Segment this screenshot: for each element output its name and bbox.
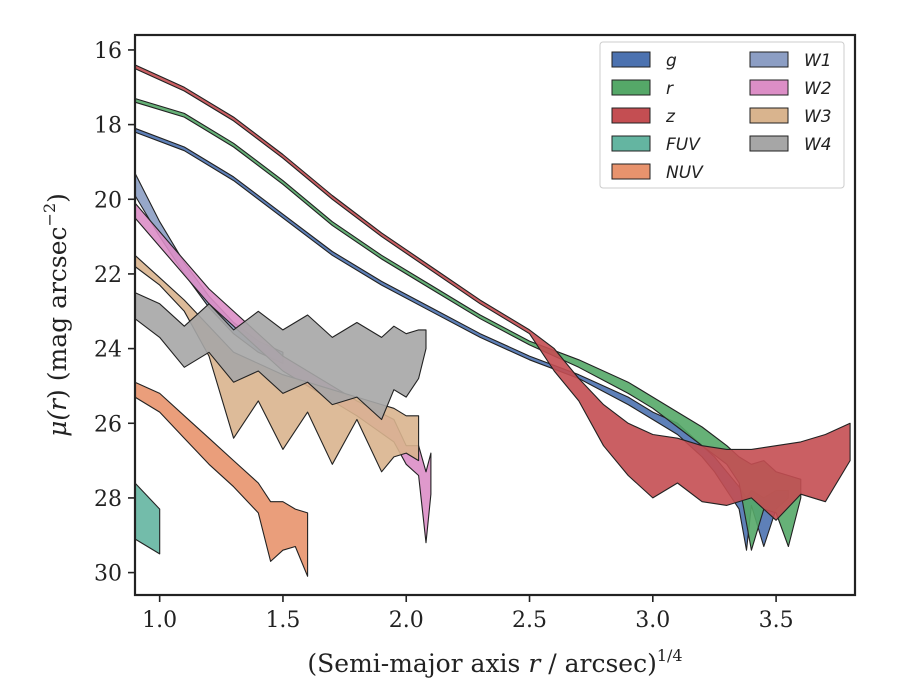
x-tick-label: 1.5 xyxy=(265,608,300,633)
y-tick-label: 22 xyxy=(94,263,122,288)
y-tick-label: 24 xyxy=(94,338,122,363)
legend-swatch-w4 xyxy=(749,135,789,152)
legend-swatch-g xyxy=(611,51,651,68)
legend-swatch-nuv xyxy=(611,163,651,180)
legend-swatch-fuv xyxy=(611,135,651,152)
legend-swatch-w1 xyxy=(749,51,789,68)
areas-layer xyxy=(134,64,851,577)
legend-label-w3: W3 xyxy=(804,107,832,127)
y-axis-title: μ(r) (mag arcsec−2) xyxy=(40,193,72,437)
x-axis-title: (Semi-major axis r / arcsec)1/4 xyxy=(307,646,682,678)
y-tick-label: 16 xyxy=(94,39,122,64)
x-tick-label: 3.0 xyxy=(635,608,670,633)
area-r xyxy=(134,97,802,551)
legend-swatch-w2 xyxy=(749,79,789,96)
legend-swatch-w3 xyxy=(749,107,789,124)
y-tick-label: 26 xyxy=(94,412,122,437)
area-fuv xyxy=(134,482,161,555)
x-tick-label: 2.0 xyxy=(389,608,424,633)
legend-label-w4: W4 xyxy=(804,135,832,155)
x-tick-label: 3.5 xyxy=(759,608,794,633)
area-nuv xyxy=(134,381,309,577)
legend-label-r: r xyxy=(666,79,674,99)
legend-label-z: z xyxy=(665,107,676,127)
legend-swatch-r xyxy=(611,79,651,96)
legend: grz FUV NUV W1 W2 W3 W4 xyxy=(599,41,845,189)
legend-label-w2: W2 xyxy=(804,79,832,99)
y-tick-label: 28 xyxy=(94,487,122,512)
legend-label-w1: W1 xyxy=(804,51,832,71)
area-z xyxy=(134,64,851,521)
area-w4 xyxy=(134,292,427,421)
x-tick-label: 2.5 xyxy=(512,608,547,633)
legend-label-g: g xyxy=(666,51,677,71)
legend-items: grz FUV NUV W1 W2 W3 W4 xyxy=(611,51,832,183)
y-tick-label: 18 xyxy=(94,114,122,139)
legend-label-nuv: NUV xyxy=(666,163,704,183)
plot-frame xyxy=(133,33,857,597)
y-tick-label: 30 xyxy=(94,562,122,587)
y-tick-label: 20 xyxy=(94,188,122,213)
legend-swatch-z xyxy=(611,107,651,124)
x-tick-label: 1.0 xyxy=(142,608,177,633)
ticks-layer: 1.0 1.5 2.0 2.5 3.0 3.5 16 18 20 22 24 26 28 30 xyxy=(94,39,794,633)
legend-label-fuv: FUV xyxy=(666,135,701,155)
